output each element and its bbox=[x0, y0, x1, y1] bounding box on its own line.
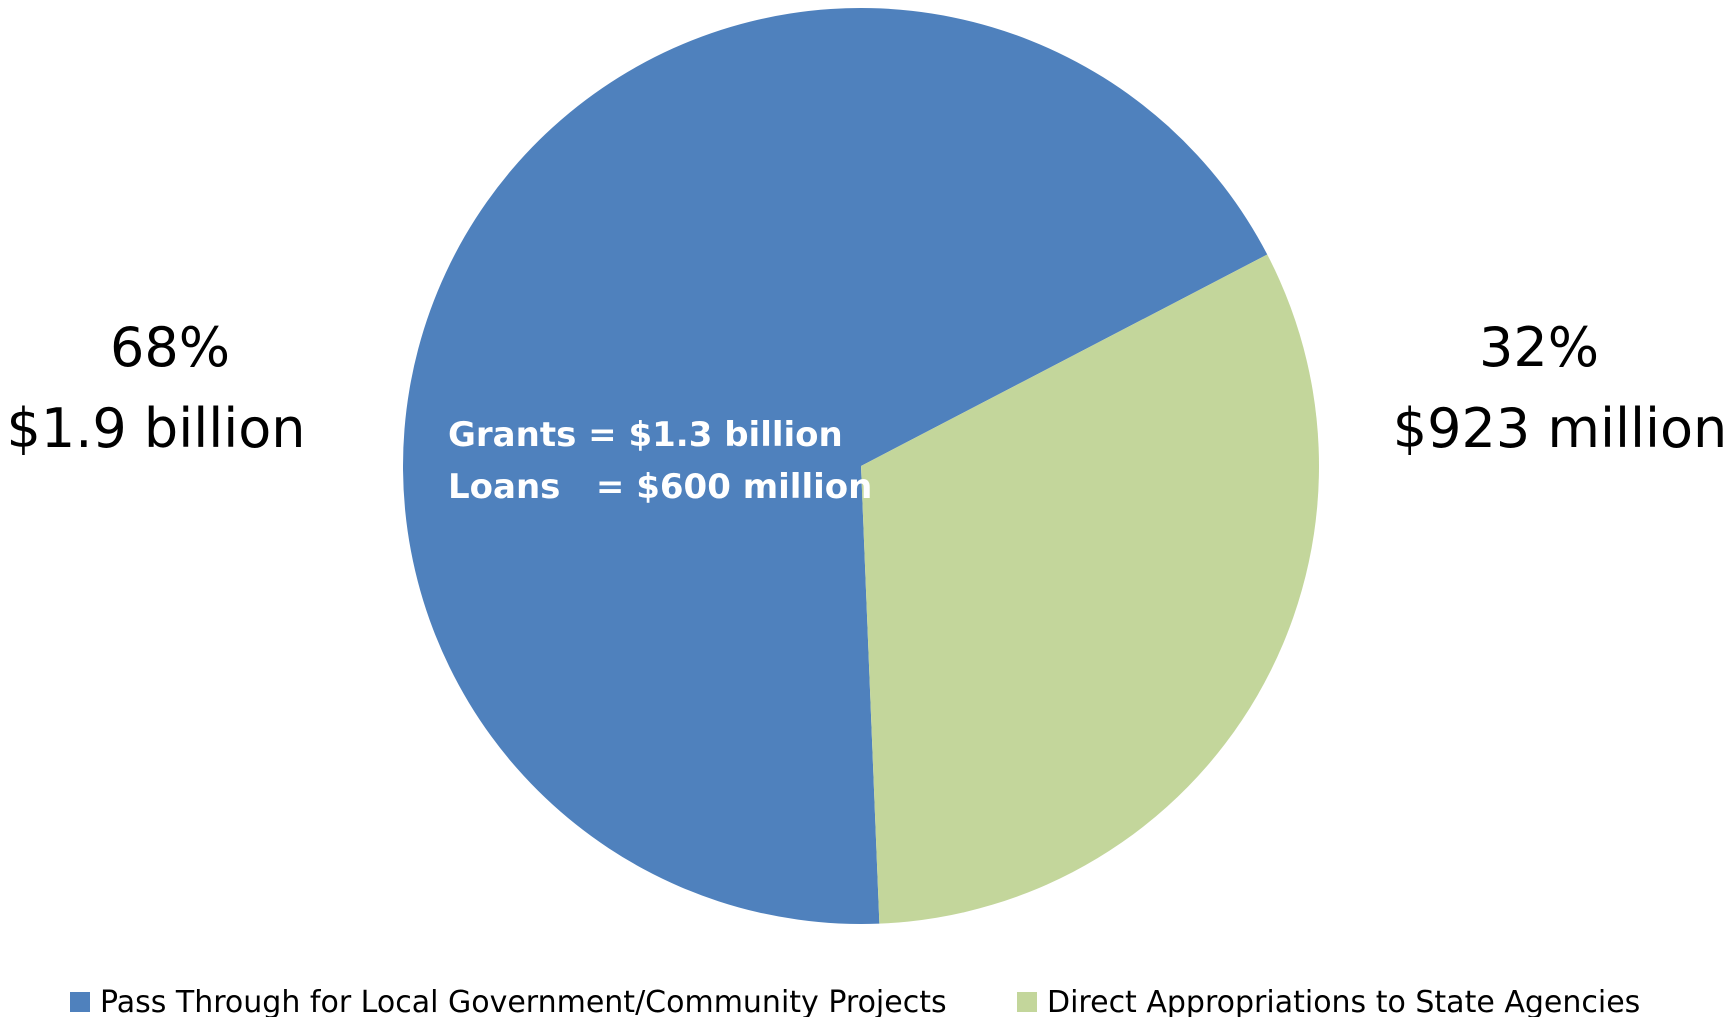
slice-percent-label-local: 68% bbox=[110, 316, 230, 379]
pie-slices bbox=[403, 7, 1319, 924]
slice-percent-label-state: 32% bbox=[1479, 316, 1599, 379]
pie-slice-state bbox=[861, 254, 1319, 924]
loans-detail-label: Loans = $600 million bbox=[448, 467, 872, 507]
legend-swatch-local bbox=[70, 992, 90, 1012]
legend-label-state: Direct Appropriations to State Agencies bbox=[1047, 985, 1640, 1017]
pie-slice-local bbox=[403, 7, 1268, 924]
slice-amount-label-state: $923 million bbox=[1393, 397, 1727, 460]
grants-detail-label: Grants = $1.3 billion bbox=[448, 415, 843, 455]
legend-swatch-state bbox=[1017, 992, 1037, 1012]
legend-label-local: Pass Through for Local Government/Commun… bbox=[100, 985, 947, 1017]
slice-amount-label-local: $1.9 billion bbox=[7, 397, 306, 460]
legend: Pass Through for Local Government/Commun… bbox=[70, 985, 1640, 1017]
